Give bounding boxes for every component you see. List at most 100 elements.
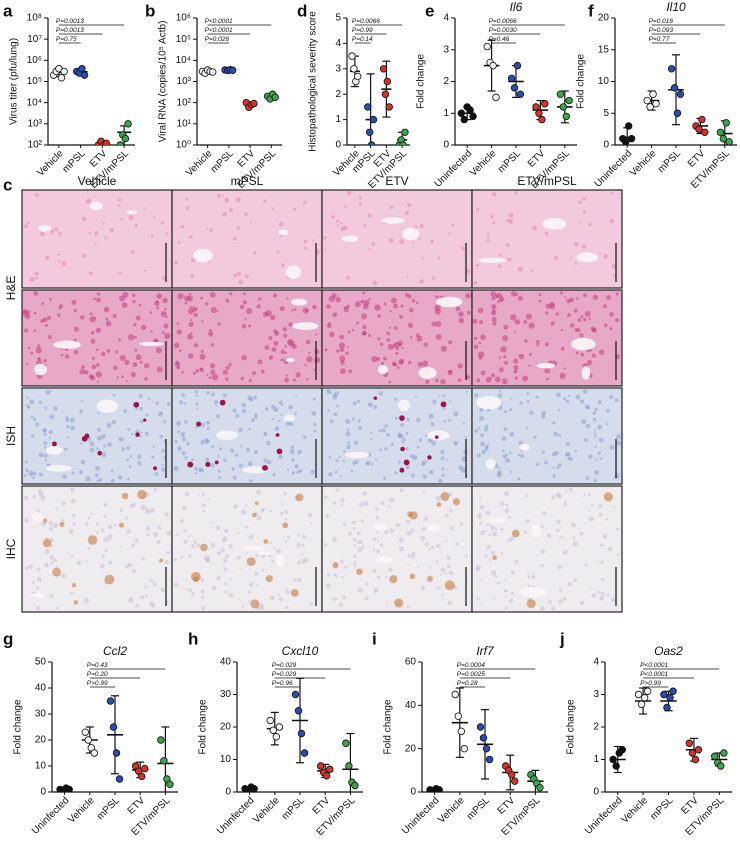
y-tick-label: 0 xyxy=(335,140,341,151)
tissue-texture xyxy=(340,498,345,503)
airway xyxy=(243,546,265,551)
tissue-texture xyxy=(393,326,398,330)
tissue-texture xyxy=(474,336,478,341)
tissue-texture xyxy=(360,518,365,523)
tissue-texture xyxy=(33,329,37,332)
tissue-texture xyxy=(367,213,372,218)
tissue-texture xyxy=(557,408,561,412)
ish-signal xyxy=(205,461,211,467)
tissue-texture xyxy=(209,228,213,232)
tissue-texture xyxy=(111,419,117,425)
ihc-signal xyxy=(137,489,147,500)
tissue-texture xyxy=(505,243,510,248)
tissue-texture xyxy=(181,434,185,438)
tissue-texture xyxy=(510,290,517,297)
tissue-texture xyxy=(118,271,122,275)
tissue-texture xyxy=(524,339,528,343)
tissue-texture xyxy=(345,351,349,356)
data-point xyxy=(316,762,325,770)
tissue-texture xyxy=(216,551,222,556)
comparison-label: P=0.0025 xyxy=(457,671,485,678)
tissue-texture xyxy=(550,606,556,611)
tissue-texture xyxy=(248,324,252,328)
tissue-texture xyxy=(150,330,153,333)
ihc-signal xyxy=(200,543,208,552)
tissue-texture xyxy=(353,563,357,567)
tissue-texture xyxy=(441,467,445,471)
tissue-texture xyxy=(466,268,471,274)
tissue-texture xyxy=(379,448,383,452)
y-tick-label: 3 xyxy=(335,63,341,74)
tissue-texture xyxy=(593,432,597,436)
airway xyxy=(576,252,599,263)
tissue-texture xyxy=(90,338,96,344)
tissue-texture xyxy=(285,420,291,426)
airway xyxy=(476,396,502,410)
y-tick-label: 1 xyxy=(443,108,449,119)
tissue-texture xyxy=(308,351,311,354)
ihc-signal xyxy=(282,522,289,529)
tissue-texture xyxy=(108,560,113,565)
airway xyxy=(581,366,591,380)
tissue-texture xyxy=(191,306,197,313)
tissue-texture xyxy=(565,451,571,457)
tissue-texture xyxy=(110,478,115,483)
tissue-texture xyxy=(465,390,469,394)
tissue-texture xyxy=(490,570,496,576)
tissue-texture xyxy=(108,524,113,530)
tissue-texture xyxy=(103,536,109,542)
y-tick-label: 60 xyxy=(405,657,417,668)
tissue-texture xyxy=(372,548,376,552)
tissue-texture xyxy=(253,395,258,400)
tissue-texture xyxy=(234,453,239,458)
tissue-texture xyxy=(374,587,379,592)
tissue-texture xyxy=(373,405,378,409)
comparison-label: P<0.0001 xyxy=(640,662,668,669)
tissue-texture xyxy=(131,432,134,436)
tissue-texture xyxy=(29,276,35,282)
tissue-texture xyxy=(265,407,269,411)
tissue-texture xyxy=(43,454,48,458)
x-tick-label: Uninfected xyxy=(400,795,442,837)
data-group xyxy=(56,695,174,792)
tissue-texture xyxy=(593,429,596,432)
tissue-texture xyxy=(451,223,455,227)
tissue-texture xyxy=(490,214,494,219)
tissue-texture xyxy=(193,540,198,544)
tissue-texture xyxy=(94,473,99,478)
tissue-texture xyxy=(499,296,505,302)
tissue-texture xyxy=(340,360,345,365)
tissue-texture xyxy=(578,200,582,205)
tissue-texture xyxy=(84,522,89,526)
tissue-texture xyxy=(385,432,390,437)
chart-title: Ccl2 xyxy=(103,644,127,658)
airway xyxy=(373,523,387,531)
tissue-texture xyxy=(97,427,102,432)
tissue-texture xyxy=(263,431,268,437)
tissue-texture xyxy=(535,395,539,399)
tissue-texture xyxy=(582,389,588,394)
tissue-texture xyxy=(197,494,201,497)
chart-title: Oas2 xyxy=(654,644,683,658)
comparison-label: P=0.0066 xyxy=(489,18,517,25)
y-tick-label: 3 xyxy=(443,44,449,55)
tissue-texture xyxy=(503,355,507,359)
tissue-texture xyxy=(228,592,234,598)
tissue-texture xyxy=(380,501,385,505)
tissue-texture xyxy=(372,537,377,541)
data-point xyxy=(612,762,620,770)
tissue-texture xyxy=(164,512,170,517)
data-point xyxy=(460,744,469,753)
data-point xyxy=(294,707,303,715)
data-point xyxy=(81,728,89,736)
tissue-texture xyxy=(96,479,100,483)
tissue-texture xyxy=(91,356,96,360)
tissue-texture xyxy=(174,362,180,368)
tissue-texture xyxy=(316,252,319,255)
tissue-texture xyxy=(500,551,504,555)
airway xyxy=(258,550,271,555)
tissue-texture xyxy=(480,441,485,447)
tissue-texture xyxy=(26,396,29,399)
tissue-texture xyxy=(371,242,376,247)
tissue-texture xyxy=(238,279,244,285)
